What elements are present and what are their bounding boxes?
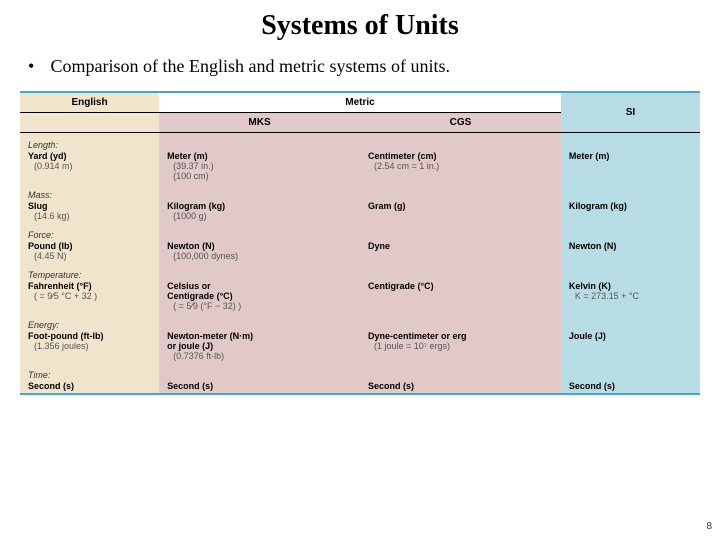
temp-eng: Fahrenheit (°F): [28, 281, 153, 291]
page-number: 8: [706, 521, 712, 532]
temp-si-sub1: K = 273.15 + °C: [569, 291, 694, 301]
temp-cgs: Centigrade (°C): [368, 281, 555, 291]
energy-eng: Foot-pound (ft-lb): [28, 331, 153, 341]
row-mass: Mass: Slug (14.6 kg) Kilogram (kg) (1000…: [20, 183, 700, 223]
bullet-dot: •: [28, 56, 46, 77]
mass-cgs: Gram (g): [368, 201, 555, 211]
mass-mks: Kilogram (kg): [167, 201, 354, 211]
hdr-english-blank: [20, 113, 159, 133]
energy-label: Energy:: [28, 320, 153, 330]
mass-mks-sub1: (1000 g): [167, 211, 354, 221]
slide-title: Systems of Units: [0, 0, 720, 56]
force-label: Force:: [28, 230, 153, 240]
length-cgs-sub1: (2.54 cm = 1 in.): [368, 161, 555, 171]
length-mks-sub1: (39.37 in.): [167, 161, 354, 171]
temp-si: Kelvin (K): [569, 281, 694, 291]
row-energy: Energy: Foot-pound (ft-lb) (1.356 joules…: [20, 313, 700, 363]
mass-si: Kilogram (kg): [569, 201, 694, 211]
energy-mks-sub1: (0.7376 ft-lb): [167, 351, 354, 361]
force-eng: Pound (lb): [28, 241, 153, 251]
time-cgs: Second (s): [368, 381, 555, 391]
bullet-text: Comparison of the English and metric sys…: [51, 56, 450, 76]
force-cgs: Dyne: [368, 241, 555, 251]
time-eng: Second (s): [28, 381, 153, 391]
length-mks: Meter (m): [167, 151, 354, 161]
row-force: Force: Pound (lb) (4.45 N) Newton (N) (1…: [20, 223, 700, 263]
temp-label: Temperature:: [28, 270, 153, 280]
time-mks: Second (s): [167, 381, 354, 391]
mass-eng-sub1: (14.6 kg): [28, 211, 153, 221]
energy-mks: Newton-meter (N·m): [167, 331, 354, 341]
energy-cgs: Dyne-centimeter or erg: [368, 331, 555, 341]
length-cgs: Centimeter (cm): [368, 151, 555, 161]
length-si: Meter (m): [569, 151, 694, 161]
bullet-line: • Comparison of the English and metric s…: [0, 56, 720, 91]
energy-eng-sub1: (1.356 joules): [28, 341, 153, 351]
mass-label: Mass:: [28, 190, 153, 200]
temp-mks2: Centigrade (°C): [167, 291, 354, 301]
force-mks-sub1: (100,000 dynes): [167, 251, 354, 261]
row-time: Time: Second (s) Second (s) Second (s) S…: [20, 363, 700, 394]
time-si: Second (s): [569, 381, 694, 391]
row-length: Length: Yard (yd) (0.914 m) Meter (m) (3…: [20, 133, 700, 184]
time-label: Time:: [28, 370, 153, 380]
length-eng: Yard (yd): [28, 151, 153, 161]
hdr-si: SI: [561, 92, 700, 133]
force-eng-sub1: (4.45 N): [28, 251, 153, 261]
temp-eng-sub1: ( = 9⁄5 °C + 32 ): [28, 291, 153, 301]
energy-mks2: or joule (J): [167, 341, 354, 351]
length-mks-sub2: (100 cm): [167, 171, 354, 181]
force-mks: Newton (N): [167, 241, 354, 251]
row-temperature: Temperature: Fahrenheit (°F) ( = 9⁄5 °C …: [20, 263, 700, 313]
hdr-english: English: [20, 92, 159, 113]
mass-eng: Slug: [28, 201, 153, 211]
length-eng-sub1: (0.914 m): [28, 161, 153, 171]
hdr-cgs: CGS: [360, 113, 561, 133]
length-label: Length:: [28, 140, 153, 150]
temp-mks: Celsius or: [167, 281, 354, 291]
energy-si: Joule (J): [569, 331, 694, 341]
hdr-mks: MKS: [159, 113, 360, 133]
hdr-metric: Metric: [159, 92, 561, 113]
temp-mks-sub1: ( = 5⁄9 (°F − 32) ): [167, 301, 354, 311]
units-table-wrap: English Metric SI MKS CGS Length: Yard (…: [20, 91, 700, 395]
units-table: English Metric SI MKS CGS Length: Yard (…: [20, 91, 700, 395]
force-si: Newton (N): [569, 241, 694, 251]
energy-cgs-sub1: (1 joule = 10⁷ ergs): [368, 341, 555, 351]
